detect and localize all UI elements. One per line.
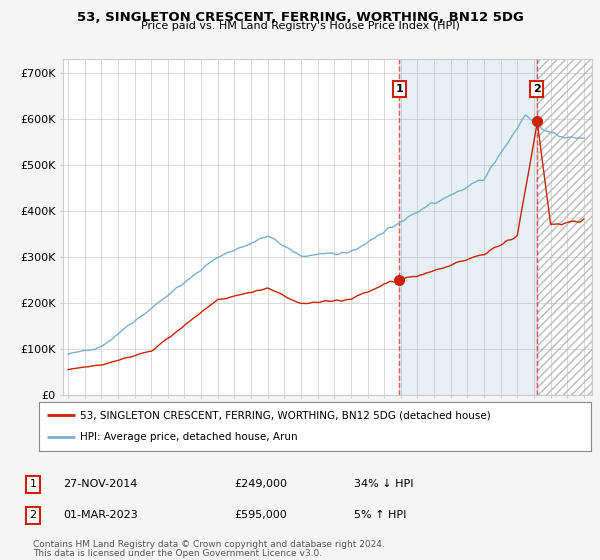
Text: £249,000: £249,000 (234, 479, 287, 489)
Text: 5% ↑ HPI: 5% ↑ HPI (354, 510, 406, 520)
Text: 01-MAR-2023: 01-MAR-2023 (63, 510, 138, 520)
Text: HPI: Average price, detached house, Arun: HPI: Average price, detached house, Arun (80, 432, 298, 442)
Text: 2: 2 (29, 510, 37, 520)
Text: 53, SINGLETON CRESCENT, FERRING, WORTHING, BN12 5DG (detached house): 53, SINGLETON CRESCENT, FERRING, WORTHIN… (80, 410, 491, 421)
Bar (400, 59, 537, 395)
Bar (537, 59, 592, 395)
Text: Price paid vs. HM Land Registry's House Price Index (HPI): Price paid vs. HM Land Registry's House … (140, 21, 460, 31)
Text: 2: 2 (533, 84, 541, 94)
Text: 1: 1 (29, 479, 37, 489)
Text: This data is licensed under the Open Government Licence v3.0.: This data is licensed under the Open Gov… (33, 549, 322, 558)
Bar (537, 59, 592, 395)
Text: 53, SINGLETON CRESCENT, FERRING, WORTHING, BN12 5DG: 53, SINGLETON CRESCENT, FERRING, WORTHIN… (77, 11, 523, 24)
Text: Contains HM Land Registry data © Crown copyright and database right 2024.: Contains HM Land Registry data © Crown c… (33, 540, 385, 549)
Text: 27-NOV-2014: 27-NOV-2014 (63, 479, 137, 489)
Text: 34% ↓ HPI: 34% ↓ HPI (354, 479, 413, 489)
Text: £595,000: £595,000 (234, 510, 287, 520)
Text: 1: 1 (395, 84, 403, 94)
